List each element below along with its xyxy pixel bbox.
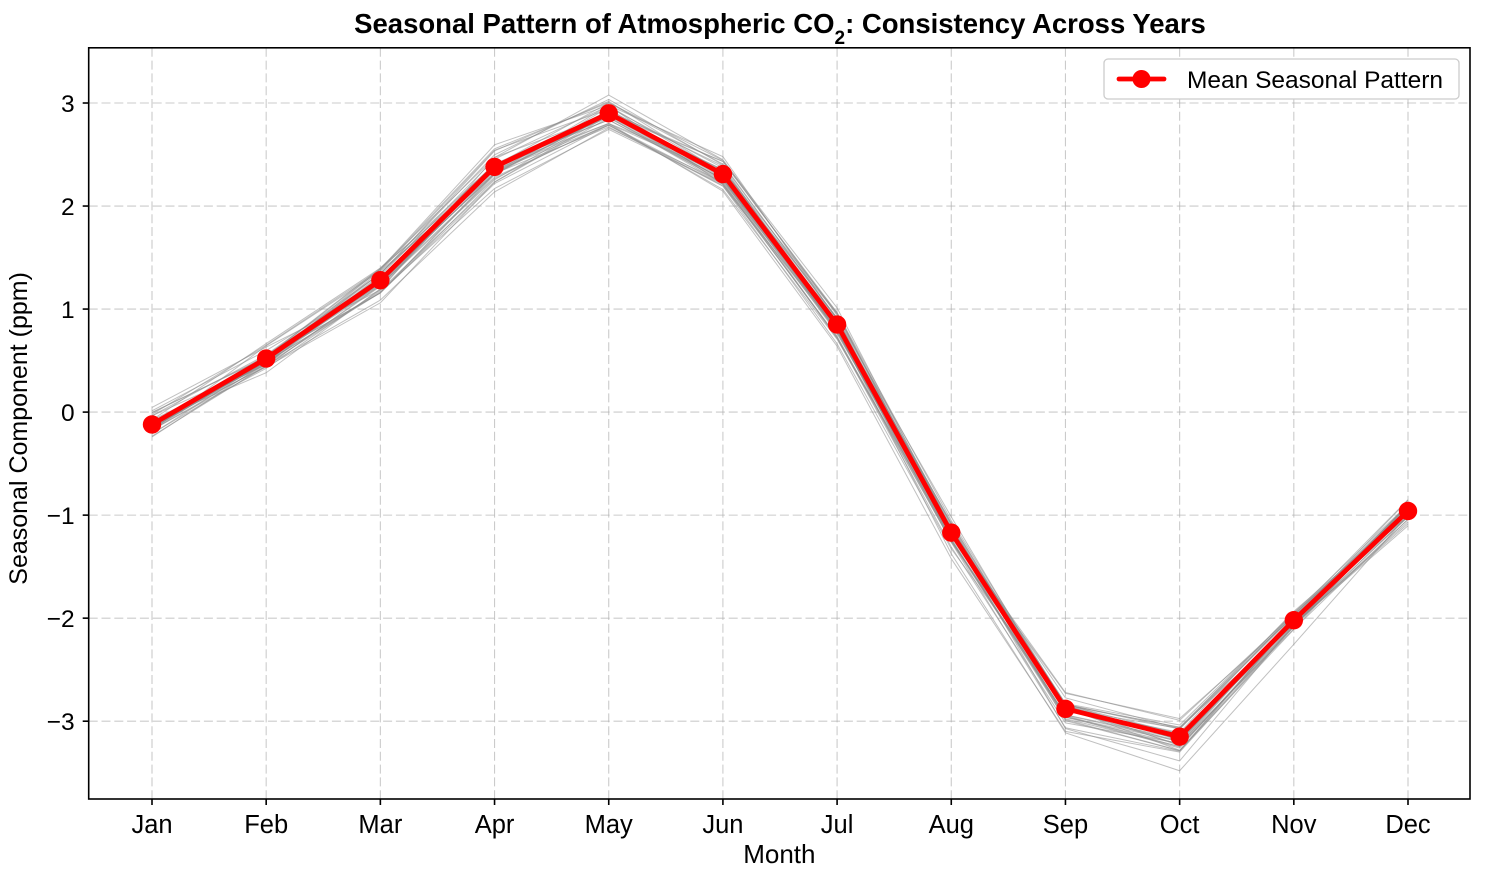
svg-text:Nov: Nov [1271,811,1317,839]
svg-text:Aug: Aug [929,811,974,839]
svg-text:Jun: Jun [702,811,743,839]
svg-text:Seasonal Component (ppm): Seasonal Component (ppm) [5,272,33,585]
svg-text:0: 0 [61,400,75,427]
svg-text:Mar: Mar [358,811,402,839]
svg-text:2: 2 [61,194,75,221]
svg-text:Sep: Sep [1043,811,1088,839]
svg-text:Mean Seasonal Pattern: Mean Seasonal Pattern [1187,67,1443,94]
svg-text:Jul: Jul [821,811,854,839]
svg-text:Month: Month [743,839,815,869]
svg-text:3: 3 [61,91,75,118]
svg-text:Apr: Apr [475,811,515,839]
svg-text:1: 1 [61,297,75,324]
svg-text:−1: −1 [47,503,75,530]
svg-text:−3: −3 [47,709,75,736]
svg-text:−2: −2 [47,606,75,633]
svg-text:Jan: Jan [131,811,172,839]
svg-text:Feb: Feb [244,811,288,839]
svg-text:May: May [585,811,633,839]
svg-text:Oct: Oct [1160,811,1200,839]
svg-text:Dec: Dec [1385,811,1431,839]
